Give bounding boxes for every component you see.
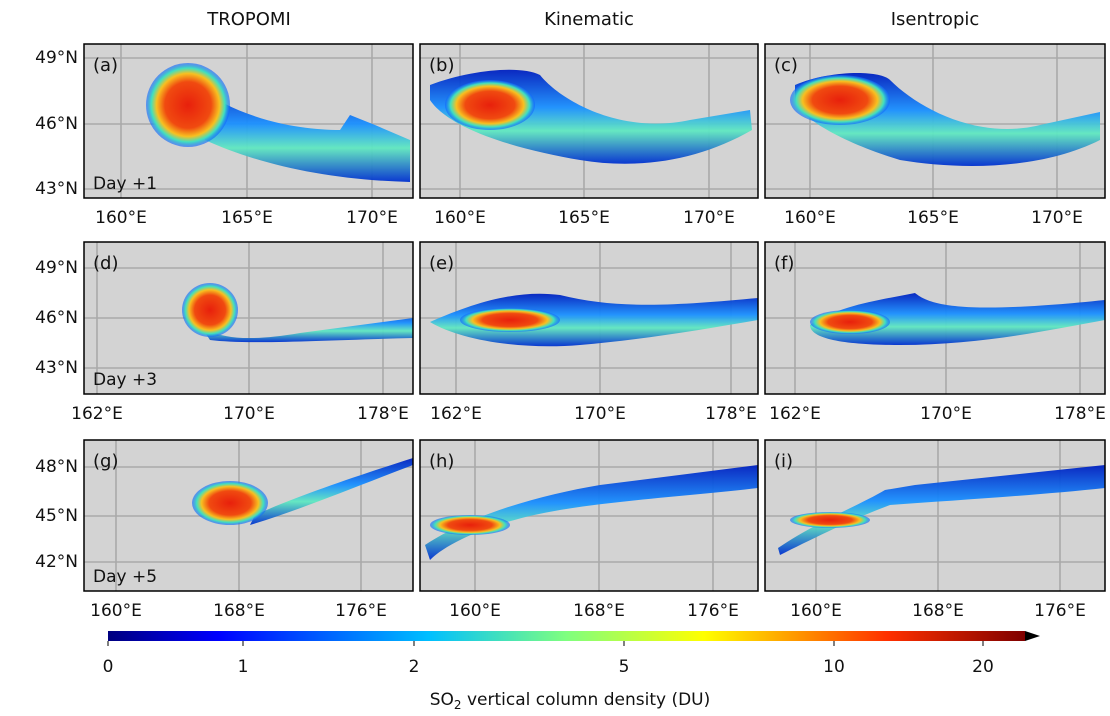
day-label: Day +3 [93,370,157,390]
plume-tail [190,310,413,343]
lat-tick-label: 46°N [35,114,78,134]
panel-frame [764,43,1106,199]
label-sub: 2 [454,698,462,712]
colorbar-extend [1025,631,1040,641]
lon-tick-label: 160°E [95,208,147,228]
panel-frame [83,43,414,199]
plume-tail [195,85,410,182]
lon-tick-label: 176°E [335,601,387,621]
lon-tick-label: 170°E [1031,208,1083,228]
column-title: Kinematic [544,9,634,30]
lat-tick-label: 43°N [35,358,78,378]
lon-tick-label: 168°E [573,601,625,621]
lon-tick-label: 170°E [223,404,275,424]
lat-tick-label: 42°N [35,552,78,572]
plume-core [810,310,890,334]
panel-label: (b) [429,55,454,76]
lon-tick-label: 176°E [687,601,739,621]
plume-core [182,283,238,337]
lon-tick-label: 170°E [346,208,398,228]
panel-label: (a) [93,55,118,76]
lon-tick-label: 162°E [430,404,482,424]
plume-tail [250,458,413,525]
day-label: Day +5 [93,567,157,587]
colorbar [108,631,1025,641]
column-title: Isentropic [891,9,980,30]
panel-frame [83,241,414,395]
colorbar-label: SO2 vertical column density (DU) [430,690,711,712]
lat-tick-label: 45°N [35,506,78,526]
plume-core [460,308,560,332]
lat-tick-label: 46°N [35,308,78,328]
lon-tick-label: 160°E [784,208,836,228]
lon-tick-label: 165°E [558,208,610,228]
lon-tick-label: 168°E [912,601,964,621]
lon-tick-label: 165°E [221,208,273,228]
plume-core [192,481,268,525]
lon-tick-label: 170°E [574,404,626,424]
day-label: Day +1 [93,174,157,194]
colorbar-tick-label: 1 [238,657,249,677]
panel-frame [764,241,1106,395]
panel-frame [83,439,414,592]
panel-label: (d) [93,253,118,274]
panel-frame [419,439,759,592]
lat-tick-label: 48°N [35,457,78,477]
panels: TROPOMI Kinematic Isentropic (a) 160°E 165°E 1… [35,9,1106,621]
panel-label: (c) [774,55,798,76]
lon-tick-label: 178°E [357,404,409,424]
lon-tick-label: 160°E [790,601,842,621]
lat-tick-label: 43°N [35,179,78,199]
column-title: TROPOMI [206,9,291,30]
plume-tail [425,465,758,560]
panel-label: (e) [429,253,454,274]
panel-label: (f) [774,253,794,274]
colorbar-tick-label: 10 [823,657,845,677]
plume-core [430,515,510,535]
colorbar-tick-label: 2 [409,657,420,677]
label-main: SO [430,690,454,710]
lon-tick-label: 178°E [705,404,757,424]
plume-tail [810,293,1105,345]
lon-tick-label: 162°E [769,404,821,424]
panel-label: (i) [774,451,793,472]
panel-label: (g) [93,451,118,472]
plume-core [445,80,535,130]
panel-frame [419,43,759,199]
lon-tick-label: 160°E [90,601,142,621]
panel-label: (h) [429,451,454,472]
panel-frame [419,241,759,395]
plume-core [790,75,890,125]
label-rest: vertical column density (DU) [462,690,711,710]
plume-core [790,512,870,528]
lon-tick-label: 160°E [449,601,501,621]
lon-tick-label: 178°E [1054,404,1106,424]
lon-tick-label: 162°E [71,404,123,424]
lat-tick-label: 49°N [35,48,78,68]
panel-frame [764,439,1106,592]
colorbar-tick-label: 5 [619,657,630,677]
plume-tail [430,293,758,347]
colorbar-tick-label: 20 [972,657,994,677]
lon-tick-label: 165°E [907,208,959,228]
lon-tick-label: 170°E [683,208,735,228]
lon-tick-label: 168°E [213,601,265,621]
plume-core [146,63,230,147]
lon-tick-label: 176°E [1034,601,1086,621]
lon-tick-label: 170°E [920,404,972,424]
lon-tick-label: 160°E [434,208,486,228]
plume-tail [778,465,1105,555]
lat-tick-label: 49°N [35,258,78,278]
colorbar-tick-label: 0 [103,657,114,677]
